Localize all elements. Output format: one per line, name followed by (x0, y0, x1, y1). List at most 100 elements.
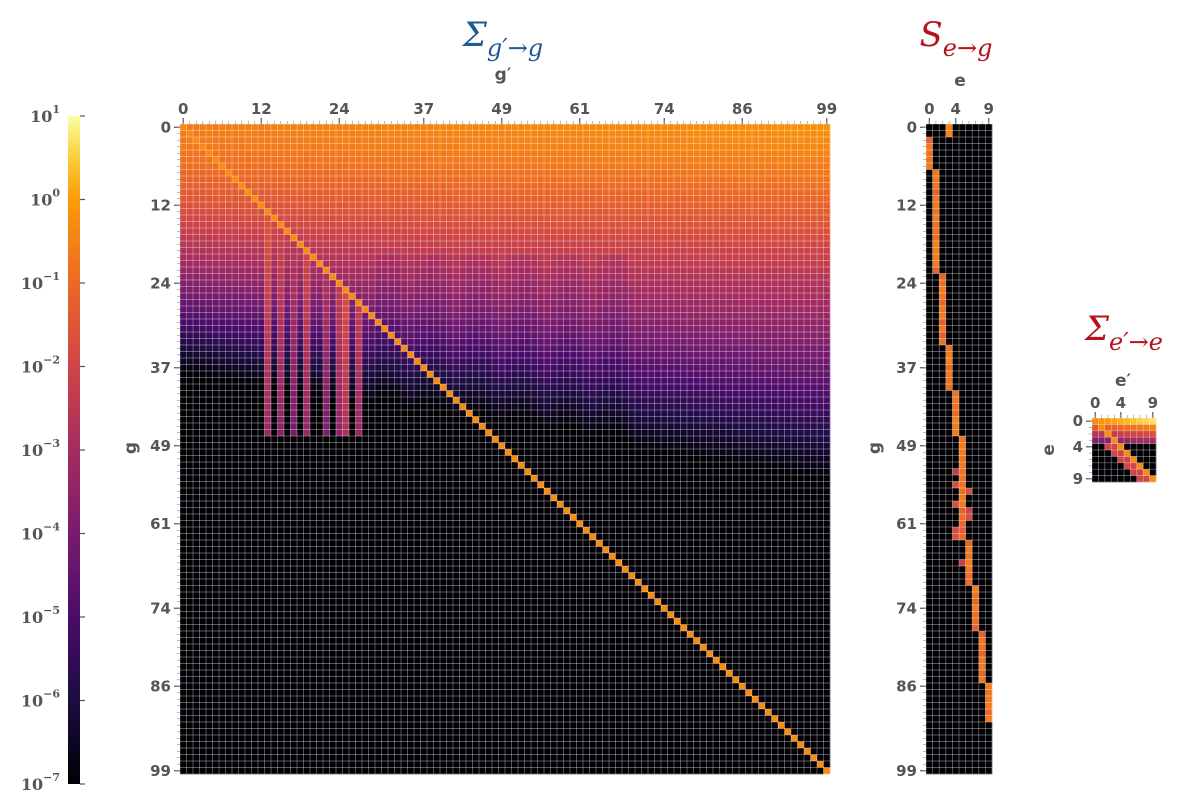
heatmap-cell (680, 286, 688, 294)
heatmap-cell (459, 319, 467, 326)
heatmap-cell (550, 442, 558, 450)
heatmap-cell (771, 423, 779, 430)
heatmap-cell (258, 241, 265, 248)
heatmap-cell (206, 228, 213, 235)
heatmap-cell (498, 416, 506, 424)
heatmap-cell (297, 429, 304, 437)
heatmap-cell (583, 377, 590, 385)
heatmap-cell (823, 254, 831, 261)
heatmap-cell (368, 169, 376, 177)
heatmap-cell (355, 306, 363, 313)
heatmap-cell (336, 280, 343, 287)
heatmap-cell (277, 371, 285, 378)
heatmap-cell (505, 176, 512, 183)
heatmap-cell (199, 280, 207, 287)
heatmap-cell (485, 325, 493, 333)
heatmap-cell (466, 228, 473, 235)
heatmap-cell (219, 436, 226, 443)
heatmap-cell (505, 423, 512, 430)
heatmap-cell (245, 273, 252, 281)
heatmap-cell (271, 416, 278, 424)
heatmap-cell (531, 286, 538, 294)
heatmap-cell (251, 429, 259, 437)
heatmap-cell (472, 215, 480, 222)
heatmap-cell (589, 163, 597, 170)
heatmap-cell (791, 234, 798, 242)
heatmap-cell (609, 254, 616, 261)
heatmap-cell (498, 215, 506, 222)
heatmap-cell (563, 397, 571, 404)
heatmap-cell (193, 338, 200, 346)
heatmap-cell (596, 208, 603, 216)
heatmap-cell (258, 130, 265, 138)
heatmap-cell (622, 319, 629, 326)
heatmap-cell (316, 260, 324, 268)
heatmap-cell (576, 163, 584, 170)
heatmap-cell (310, 377, 317, 385)
heatmap-cell (531, 377, 538, 385)
heatmap-cell (518, 371, 525, 378)
heatmap-cell (674, 390, 681, 398)
heatmap-cell (823, 306, 831, 313)
heatmap-cell (524, 286, 532, 294)
heatmap-cell (589, 345, 597, 352)
heatmap-cell (765, 286, 772, 294)
heatmap-cell (622, 273, 629, 281)
heatmap-cell (264, 293, 272, 300)
heatmap-cell (726, 124, 733, 131)
heatmap-cell (323, 182, 330, 190)
heatmap-cell (258, 377, 265, 385)
heatmap-cell (667, 319, 675, 326)
heatmap-cell (420, 390, 428, 398)
heatmap-cell (349, 325, 356, 333)
heatmap-cell (277, 150, 285, 157)
heatmap-cell (414, 293, 421, 300)
heatmap-cell (180, 124, 187, 131)
heatmap-cell (206, 358, 213, 365)
heatmap-cell (492, 345, 499, 352)
heatmap-cell (186, 267, 194, 274)
heatmap-cell (641, 403, 649, 411)
heatmap-cell (310, 124, 317, 131)
heatmap-cell (550, 137, 558, 144)
heatmap-cell (563, 221, 571, 229)
heatmap-cell (466, 312, 473, 320)
heatmap-cell (420, 325, 428, 333)
heatmap-cell (583, 410, 590, 417)
heatmap-cell (667, 254, 675, 261)
heatmap-cell (628, 423, 636, 430)
heatmap-cell (199, 234, 207, 242)
colorbar-tick-label: 10−2 (21, 354, 60, 377)
heatmap-cell (420, 384, 428, 391)
heatmap-cell (615, 189, 623, 196)
heatmap-cell (303, 423, 311, 430)
heatmap-cell (758, 137, 766, 144)
heatmap-cell (407, 364, 415, 372)
heatmap-cell (245, 221, 252, 229)
heatmap-cell (622, 156, 629, 164)
heatmap-cell (440, 429, 447, 437)
heatmap-cell (375, 267, 382, 274)
heatmap-cell (570, 176, 577, 183)
heatmap-cell (570, 442, 577, 450)
heatmap-cell (667, 130, 675, 138)
heatmap-cell (654, 221, 662, 229)
heatmap-cell (316, 410, 324, 417)
heatmap-cell (576, 371, 584, 378)
heatmap-cell (433, 228, 441, 235)
heatmap-cell (680, 410, 688, 417)
heatmap-cell (713, 228, 720, 235)
heatmap-cell (648, 130, 655, 138)
heatmap-cell (225, 345, 233, 352)
heatmap-cell (563, 195, 571, 203)
heatmap-cell (765, 338, 772, 346)
heatmap-cell (414, 247, 421, 255)
heatmap-cell (401, 325, 408, 333)
heatmap-cell (180, 384, 187, 391)
heatmap-cell (264, 436, 272, 443)
heatmap-cell (505, 163, 512, 170)
heatmap-cell (544, 299, 551, 307)
heatmap-cell (206, 351, 213, 359)
heatmap-cell (641, 358, 649, 365)
heatmap-cell (628, 267, 636, 274)
